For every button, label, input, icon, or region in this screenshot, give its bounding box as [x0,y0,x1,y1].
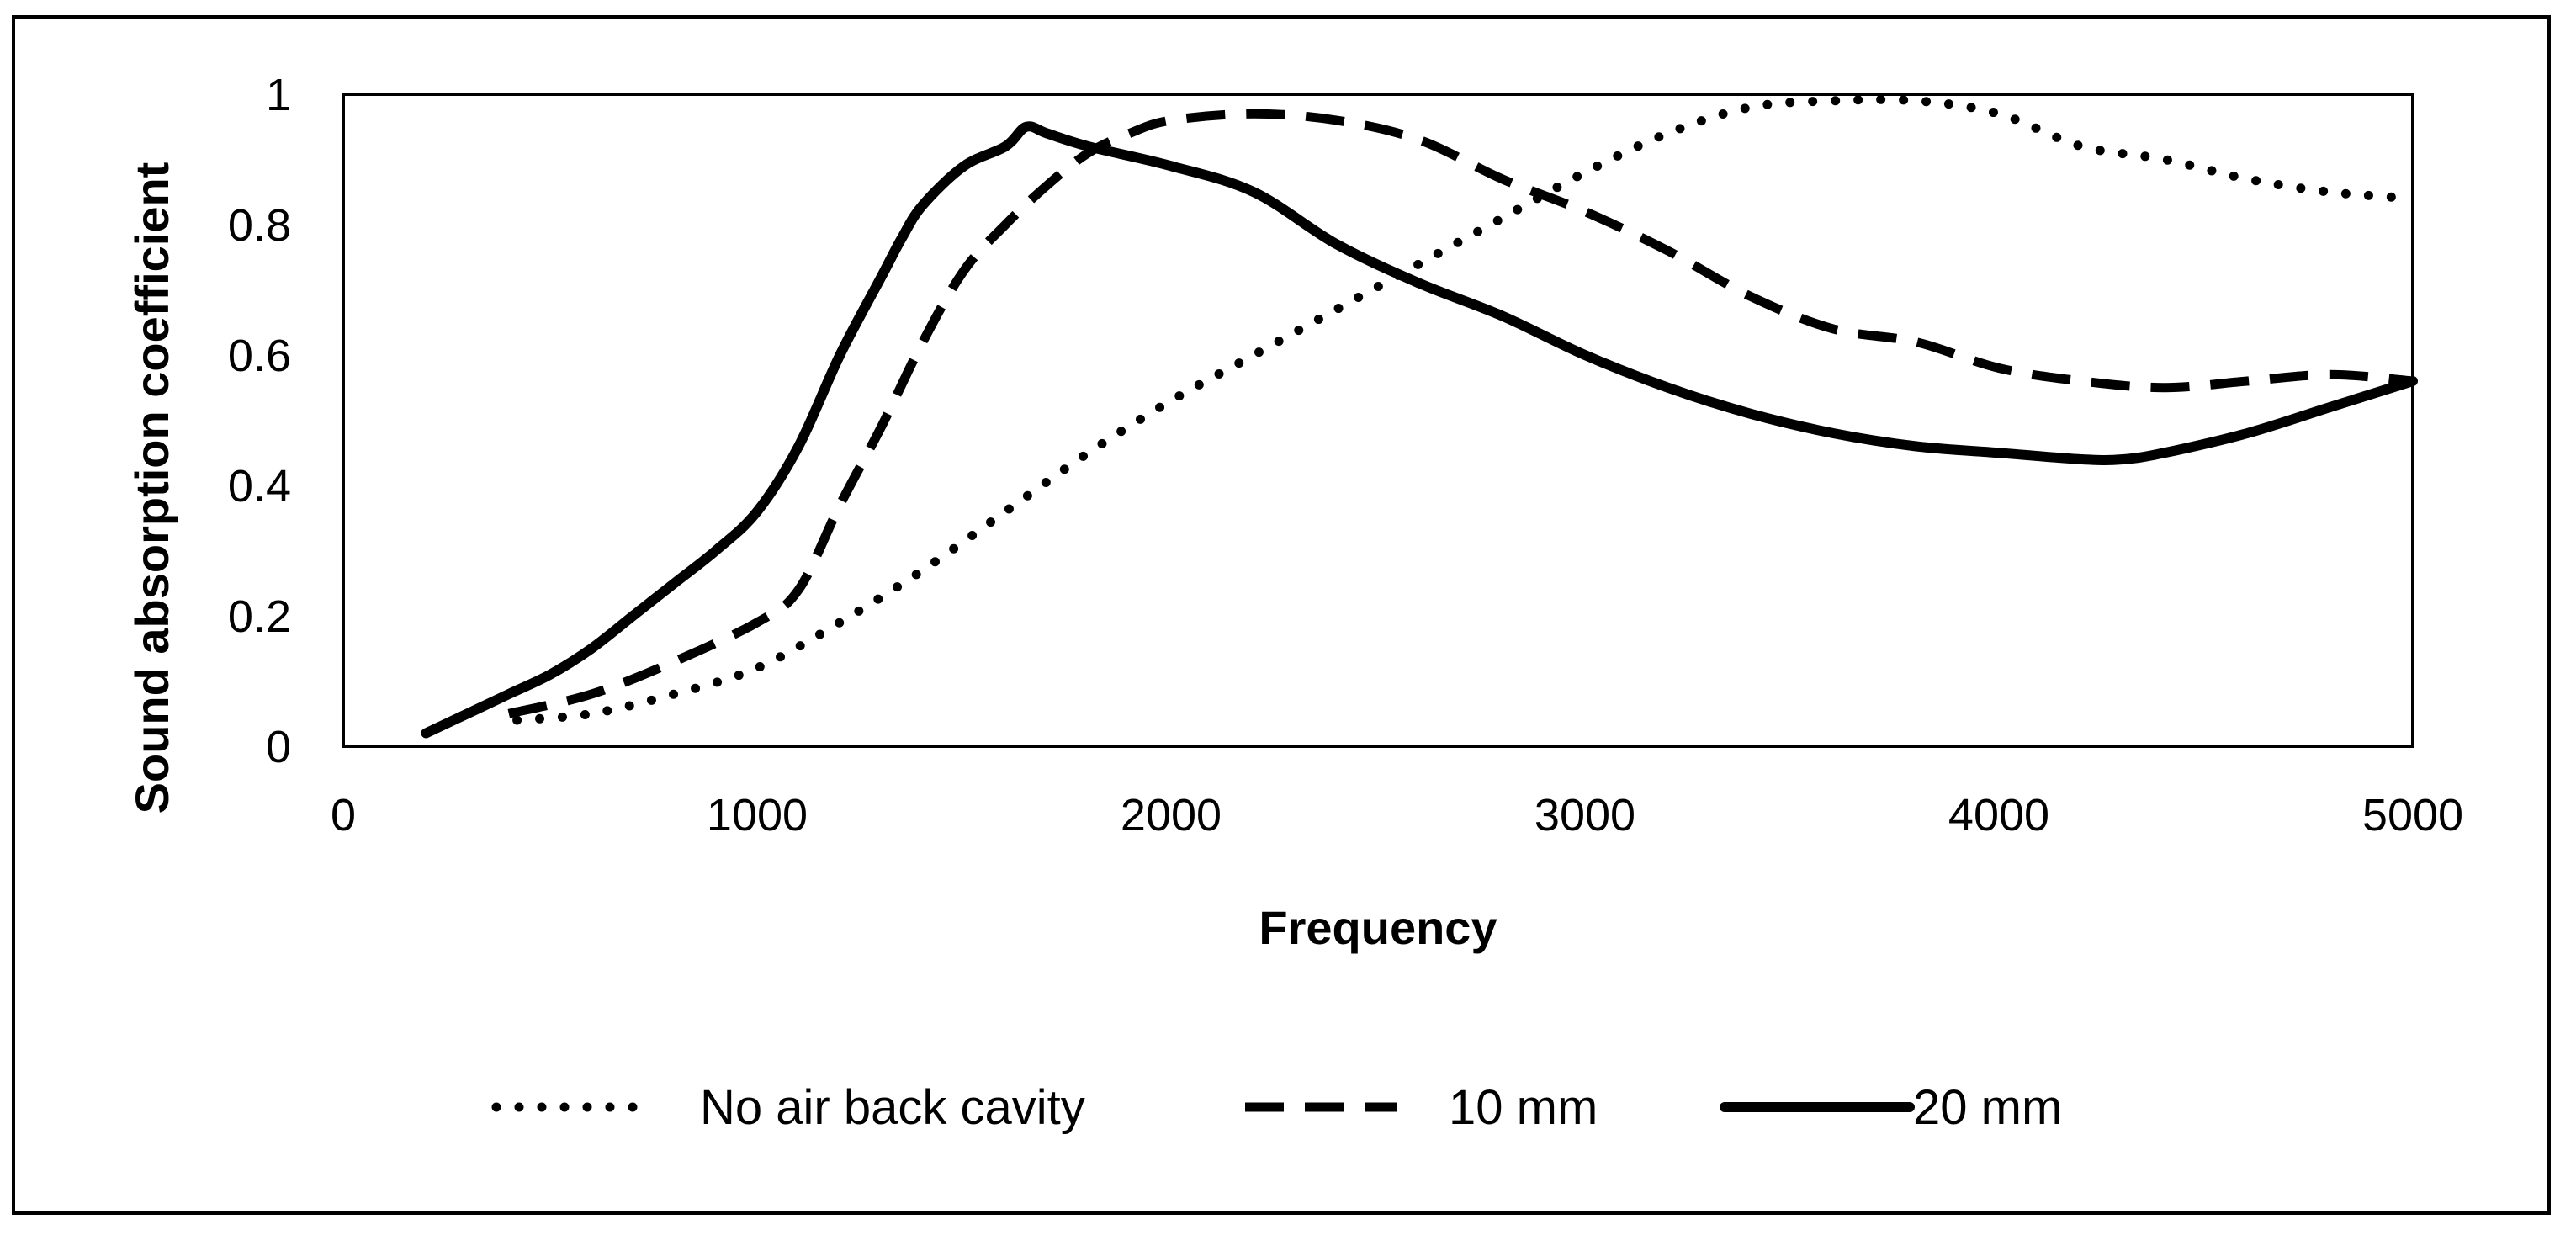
y-tick-label: 0.4 [228,461,291,511]
x-tick-label: 0 [331,790,356,840]
y-axis-ticks: 0 0.2 0.4 0.6 0.8 1 [228,70,291,772]
series-line-20mm [421,121,2418,739]
series-line-10mm [507,109,2414,718]
y-tick-label: 0.6 [228,331,291,381]
x-axis-label: Frequency [1259,901,1497,954]
chart-frame [12,15,2551,1215]
x-tick-label: 4000 [1948,790,2049,840]
x-tick-label: 5000 [2362,790,2463,840]
legend-label-10mm: 10 mm [1449,1080,1598,1135]
x-axis-ticks: 0 1000 2000 3000 4000 5000 [331,790,2463,840]
legend-label-20mm: 20 mm [1913,1080,2062,1135]
y-tick-label: 0.2 [228,591,291,642]
x-tick-label: 2000 [1121,790,1222,840]
series-lines [421,94,2418,739]
y-tick-label: 0 [266,722,291,772]
legend: No air back cavity 10 mm 20 mm [491,1080,2062,1135]
x-tick-label: 3000 [1534,790,1635,840]
legend-label-no-air-back-cavity: No air back cavity [700,1080,1085,1135]
y-axis-label: Sound absorption coefficient [125,162,178,814]
y-tick-label: 1 [266,70,291,120]
x-tick-label: 1000 [707,790,808,840]
y-tick-label: 0.8 [228,200,291,251]
plot-area [342,93,2414,748]
series-line-no-air-back-cavity [512,94,2418,725]
